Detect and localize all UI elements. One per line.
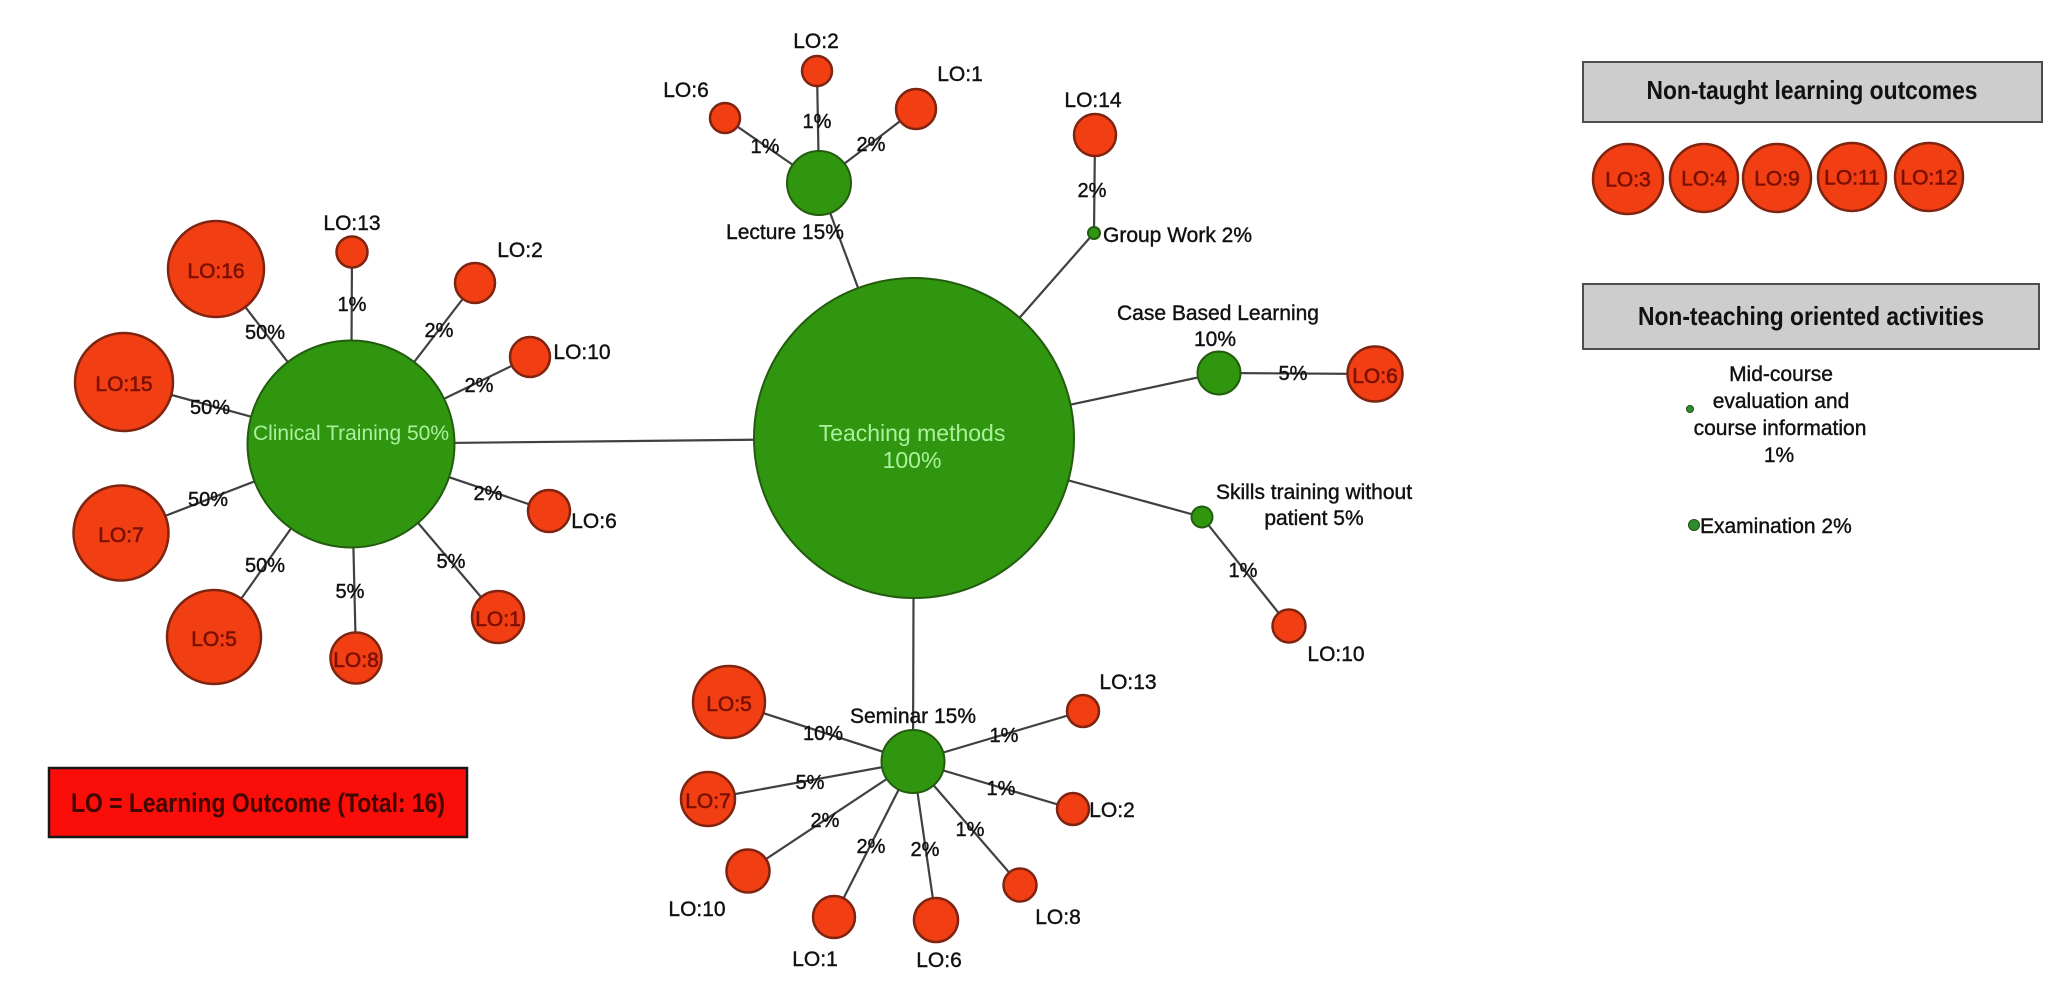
svg-text:Skills training without: Skills training without — [1216, 481, 1412, 504]
svg-text:LO:13: LO:13 — [323, 212, 380, 235]
svg-text:100%: 100% — [883, 447, 942, 473]
svg-text:LO:10: LO:10 — [1307, 643, 1364, 666]
svg-text:Group Work 2%: Group Work 2% — [1103, 224, 1252, 247]
svg-text:Lecture 15%: Lecture 15% — [726, 221, 844, 244]
svg-text:LO:5: LO:5 — [191, 628, 237, 651]
svg-text:LO:6: LO:6 — [1352, 365, 1398, 388]
svg-text:2%: 2% — [857, 134, 886, 156]
svg-text:LO:16: LO:16 — [187, 260, 244, 283]
svg-text:LO:12: LO:12 — [1900, 167, 1957, 190]
svg-text:LO = Learning Outcome (Total:: LO = Learning Outcome (Total: 16) — [71, 788, 445, 818]
svg-text:2%: 2% — [1078, 180, 1107, 202]
svg-text:5%: 5% — [336, 581, 365, 603]
svg-text:course information: course information — [1694, 417, 1867, 440]
svg-text:Mid-course: Mid-course — [1729, 363, 1833, 386]
svg-text:LO:10: LO:10 — [553, 341, 610, 364]
svg-text:LO:2: LO:2 — [793, 30, 839, 53]
svg-text:Seminar 15%: Seminar 15% — [850, 705, 976, 728]
svg-text:LO:14: LO:14 — [1064, 89, 1122, 112]
svg-text:5%: 5% — [1279, 363, 1308, 385]
svg-text:LO:6: LO:6 — [571, 510, 617, 533]
svg-text:LO:7: LO:7 — [685, 790, 731, 813]
svg-text:LO:5: LO:5 — [706, 693, 752, 716]
svg-text:LO:7: LO:7 — [98, 524, 144, 547]
svg-text:LO:1: LO:1 — [937, 63, 983, 86]
svg-text:50%: 50% — [245, 322, 285, 344]
svg-text:LO:8: LO:8 — [1035, 906, 1081, 929]
svg-text:50%: 50% — [190, 397, 230, 419]
svg-text:1%: 1% — [1229, 560, 1258, 582]
svg-text:Clinical Training 50%: Clinical Training 50% — [253, 422, 449, 445]
svg-text:2%: 2% — [425, 320, 454, 342]
svg-text:1%: 1% — [803, 111, 832, 133]
svg-text:5%: 5% — [796, 772, 825, 794]
svg-text:LO:6: LO:6 — [916, 949, 962, 972]
svg-text:2%: 2% — [465, 375, 494, 397]
svg-text:1%: 1% — [987, 778, 1016, 800]
svg-text:Case Based Learning: Case Based Learning — [1117, 302, 1319, 325]
svg-text:2%: 2% — [857, 836, 886, 858]
svg-text:Teaching methods: Teaching methods — [819, 420, 1006, 446]
svg-text:50%: 50% — [188, 489, 228, 511]
svg-text:evaluation and: evaluation and — [1713, 390, 1850, 413]
svg-text:Non-teaching oriented activiti: Non-teaching oriented activities — [1638, 301, 1984, 331]
svg-text:LO:8: LO:8 — [333, 649, 379, 672]
svg-text:LO:11: LO:11 — [1824, 167, 1880, 190]
svg-text:1%: 1% — [751, 136, 780, 158]
svg-text:LO:1: LO:1 — [792, 948, 838, 971]
svg-text:LO:1: LO:1 — [475, 608, 521, 631]
svg-text:LO:15: LO:15 — [95, 373, 152, 396]
svg-text:LO:4: LO:4 — [1681, 168, 1727, 191]
svg-text:1%: 1% — [990, 725, 1019, 747]
svg-text:Non-taught learning outcomes: Non-taught learning outcomes — [1647, 75, 1978, 105]
svg-text:LO:9: LO:9 — [1754, 168, 1800, 191]
svg-text:LO:13: LO:13 — [1099, 671, 1156, 694]
svg-text:LO:3: LO:3 — [1605, 169, 1651, 192]
svg-text:10%: 10% — [1194, 328, 1236, 351]
svg-text:5%: 5% — [437, 551, 466, 573]
svg-text:50%: 50% — [245, 555, 285, 577]
svg-text:1%: 1% — [338, 294, 367, 316]
svg-text:10%: 10% — [803, 723, 843, 745]
svg-text:LO:10: LO:10 — [668, 898, 725, 921]
svg-text:patient 5%: patient 5% — [1264, 507, 1363, 530]
svg-text:2%: 2% — [811, 810, 840, 832]
svg-text:LO:6: LO:6 — [663, 79, 709, 102]
svg-text:2%: 2% — [911, 839, 940, 861]
svg-text:LO:2: LO:2 — [1089, 799, 1135, 822]
svg-text:2%: 2% — [474, 483, 503, 505]
svg-text:LO:2: LO:2 — [497, 239, 543, 262]
svg-text:Examination 2%: Examination 2% — [1700, 515, 1852, 538]
svg-text:1%: 1% — [1764, 444, 1794, 467]
svg-text:1%: 1% — [956, 819, 985, 841]
